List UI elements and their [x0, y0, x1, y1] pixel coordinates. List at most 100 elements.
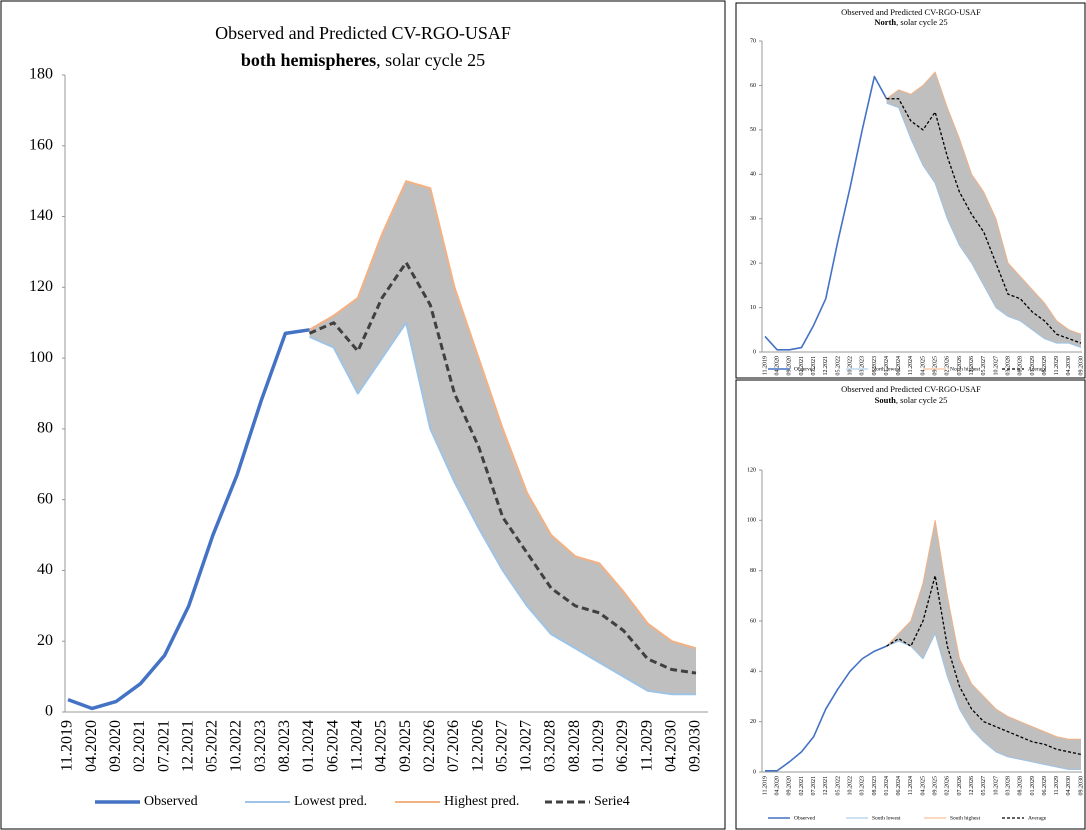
subtitle-bold: both hemispheres [241, 50, 376, 70]
y-tick-label: 180 [29, 66, 53, 83]
y-tick-label: 0 [753, 349, 756, 355]
x-tick-label: 11.2019 [59, 720, 76, 771]
x-tick-label: 06.2024 [324, 720, 341, 772]
x-tick-label: 04.2020 [83, 720, 100, 772]
legend-label: Highest pred. [444, 794, 519, 809]
south-panel [735, 379, 1086, 830]
y-tick-label: 120 [29, 278, 53, 295]
legend-label: Observed [794, 366, 815, 372]
x-tick-label: 02.2021 [799, 356, 805, 376]
x-tick-label: 03.2028 [542, 720, 559, 772]
x-tick-label: 05.2027 [493, 720, 510, 772]
y-tick-label: 20 [750, 719, 756, 725]
x-tick-label: 07.2021 [811, 356, 817, 376]
x-tick-label: 03.2028 [1005, 776, 1011, 796]
x-tick-label: 10.2027 [518, 720, 535, 772]
x-tick-label: 01.2029 [1030, 356, 1036, 376]
x-tick-label: 07.2026 [957, 776, 963, 796]
y-tick-label: 50 [750, 127, 756, 133]
chart-title: Observed and Predicted CV-RGO-USAF [841, 384, 981, 394]
x-tick-label: 03.2023 [860, 776, 866, 796]
x-tick-label: 02.2021 [131, 720, 148, 772]
x-tick-label: 05.2022 [835, 356, 841, 376]
legend-label: North lowest [872, 366, 901, 372]
series-line [765, 645, 887, 772]
x-tick-label: 10.2027 [993, 356, 999, 376]
subtitle-rest: , solar cycle 25 [376, 50, 485, 70]
x-tick-label: 12.2026 [969, 356, 975, 376]
x-tick-label: 09.2025 [933, 356, 939, 376]
x-tick-label: 04.2025 [920, 356, 926, 376]
x-tick-label: 04.2030 [663, 720, 680, 772]
x-tick-label: 01.2024 [884, 356, 890, 376]
x-tick-label: 10.2022 [847, 776, 853, 796]
y-tick-label: 0 [753, 769, 756, 775]
series-line [764, 75, 888, 351]
series-line [886, 519, 1081, 740]
legend-label: Serie4 [594, 794, 630, 809]
x-tick-label: 01.2029 [1030, 776, 1036, 796]
subtitle-bold: North [874, 17, 896, 27]
x-tick-label: 04.2020 [775, 776, 781, 796]
x-tick-label: 03.2023 [860, 356, 866, 376]
chart-title: Observed and Predicted CV-RGO-USAF [215, 23, 511, 43]
y-tick-label: 140 [29, 207, 53, 224]
series-line [309, 321, 696, 696]
x-tick-label: 08.2028 [1018, 356, 1024, 376]
y-tick-label: 60 [37, 490, 53, 507]
x-tick-label: 12.2026 [469, 720, 486, 772]
x-tick-label: 08.2023 [276, 720, 293, 772]
x-tick-label: 09.2020 [787, 356, 793, 376]
legend-label: South highest [950, 815, 981, 821]
x-tick-label: 04.2025 [373, 720, 390, 772]
x-tick-label: 09.2025 [933, 776, 939, 796]
chart-subtitle: both hemispheres, solar cycle 25 [241, 50, 485, 70]
main-panel [0, 0, 726, 830]
x-tick-label: 11.2024 [908, 356, 914, 375]
x-tick-label: 05.2027 [981, 356, 987, 376]
x-tick-label: 06.2024 [896, 776, 902, 796]
x-tick-label: 07.2021 [811, 776, 817, 796]
x-tick-label: 03.2023 [252, 720, 269, 772]
x-tick-label: 12.2021 [823, 776, 829, 796]
y-tick-label: 160 [29, 136, 53, 153]
x-tick-label: 08.2028 [1018, 776, 1024, 796]
north-panel [735, 2, 1086, 379]
x-tick-label: 11.2019 [762, 356, 768, 375]
y-tick-label: 80 [750, 568, 756, 574]
series-line [886, 98, 1082, 344]
x-tick-label: 04.2030 [1066, 356, 1072, 376]
x-tick-label: 09.2030 [687, 720, 704, 772]
x-tick-label: 02.2026 [945, 356, 951, 376]
x-tick-label: 07.2026 [445, 720, 462, 772]
x-tick-label: 06.2024 [896, 356, 902, 376]
y-tick-label: 40 [750, 172, 756, 178]
x-tick-label: 04.2025 [920, 776, 926, 796]
range-band [309, 181, 696, 695]
x-tick-label: 01.2024 [300, 720, 317, 772]
range-band [886, 72, 1081, 348]
y-tick-label: 40 [37, 561, 53, 578]
legend-label: North highest [950, 366, 981, 372]
y-tick-label: 0 [45, 703, 53, 720]
subtitle-bold: South [875, 395, 897, 405]
series-line [886, 575, 1082, 756]
x-tick-label: 12.2021 [823, 356, 829, 376]
series-line [886, 633, 1081, 770]
y-tick-label: 120 [747, 467, 756, 473]
subtitle-rest: , solar cycle 25 [896, 395, 947, 405]
x-tick-label: 09.2030 [1078, 776, 1084, 796]
chart-subtitle: South, solar cycle 25 [875, 395, 948, 405]
x-tick-label: 06.2029 [1042, 776, 1048, 796]
x-tick-label: 08.2023 [872, 356, 878, 376]
x-tick-label: 03.2028 [1005, 356, 1011, 376]
chart-subtitle: North, solar cycle 25 [874, 17, 947, 27]
x-tick-label: 12.2026 [969, 776, 975, 796]
y-tick-label: 60 [750, 83, 756, 89]
series-line [308, 261, 697, 675]
x-tick-label: 12.2021 [179, 720, 196, 772]
legend-label: Observed [794, 815, 815, 821]
x-tick-label: 11.2024 [349, 720, 366, 771]
x-tick-label: 10.2027 [993, 776, 999, 796]
